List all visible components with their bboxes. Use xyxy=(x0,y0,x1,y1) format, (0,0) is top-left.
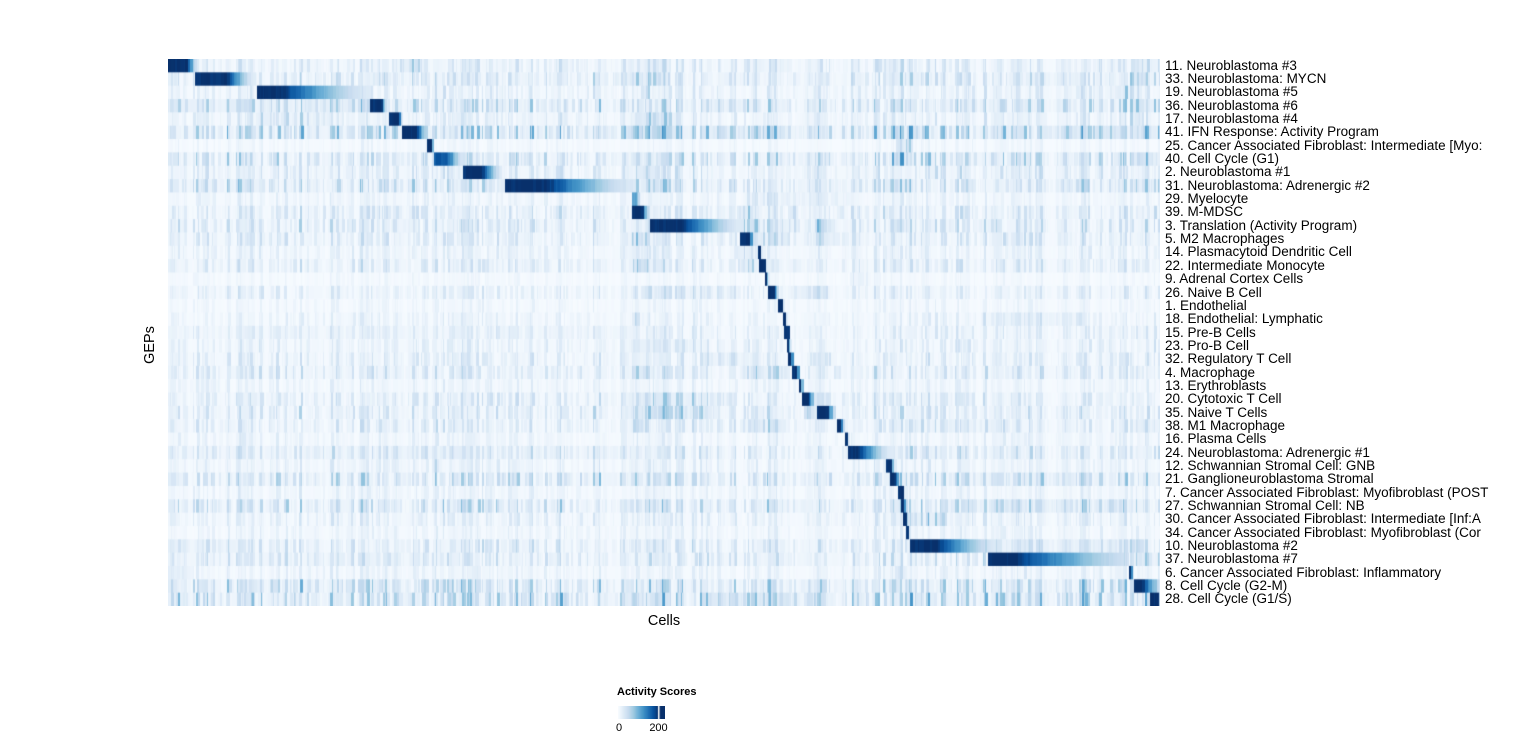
gep-row-label: 31. Neuroblastoma: Adrenergic #2 xyxy=(1165,177,1370,193)
gep-row-label: 21. Ganglioneuroblastoma Stromal xyxy=(1165,471,1374,487)
gep-row-label: 36. Neuroblastoma #6 xyxy=(1165,97,1298,113)
gep-row-label: 33. Neuroblastoma: MYCN xyxy=(1165,71,1327,87)
gep-row-label: 9. Adrenal Cortex Cells xyxy=(1165,271,1304,287)
gep-row-label: 12. Schwannian Stromal Cell: GNB xyxy=(1165,457,1376,473)
gep-row-label: 39. M-MDSC xyxy=(1165,204,1244,220)
colorbar-title: Activity Scores xyxy=(617,686,697,698)
gep-row-label: 26. Naive B Cell xyxy=(1165,284,1262,300)
gep-row-label: 13. Erythroblasts xyxy=(1165,377,1267,393)
gep-row-label: 8. Cell Cycle (G2-M) xyxy=(1165,578,1288,594)
colorbar-tick-min: 0 xyxy=(615,722,623,734)
gep-row-label: 22. Intermediate Monocyte xyxy=(1165,257,1325,273)
gep-row-label: 18. Endothelial: Lymphatic xyxy=(1165,311,1323,327)
x-axis-title: Cells xyxy=(647,613,681,629)
colorbar-tick-max: 200 xyxy=(649,722,668,734)
gep-row-label: 1. Endothelial xyxy=(1165,297,1247,313)
gep-row-label: 24. Neuroblastoma: Adrenergic #1 xyxy=(1165,444,1370,460)
gep-row-label: 20. Cytotoxic T Cell xyxy=(1165,391,1282,407)
gep-row-label: 37. Neuroblastoma #7 xyxy=(1165,551,1298,567)
gep-row-label: 7. Cancer Associated Fibroblast: Myofibr… xyxy=(1165,484,1489,500)
gep-row-label: 30. Cancer Associated Fibroblast: Interm… xyxy=(1165,511,1481,527)
gep-row-label: 3. Translation (Activity Program) xyxy=(1165,217,1358,233)
gep-row-label: 6. Cancer Associated Fibroblast: Inflamm… xyxy=(1165,564,1442,580)
gep-row-label: 5. M2 Macrophages xyxy=(1165,231,1285,247)
gep-row-label: 14. Plasmacytoid Dendritic Cell xyxy=(1165,244,1352,260)
y-axis-title: GEPs xyxy=(142,326,158,364)
gep-row-label: 25. Cancer Associated Fibroblast: Interm… xyxy=(1165,137,1483,153)
gep-row-label: 23. Pro-B Cell xyxy=(1165,337,1250,353)
gep-row-label: 35. Naive T Cells xyxy=(1165,404,1268,420)
gep-row-label: 2. Neuroblastoma #1 xyxy=(1165,164,1291,180)
gep-row-label: 40. Cell Cycle (G1) xyxy=(1165,151,1280,167)
gep-row-label: 38. M1 Macrophage xyxy=(1165,417,1286,433)
gep-row-label: 29. Myelocyte xyxy=(1165,191,1249,207)
gep-row-label: 32. Regulatory T Cell xyxy=(1165,351,1292,367)
gep-row-label: 34. Cancer Associated Fibroblast: Myofib… xyxy=(1165,524,1481,540)
gep-row-label: 16. Plasma Cells xyxy=(1165,431,1267,447)
heatmap-canvas xyxy=(168,59,1160,606)
gep-row-label: 10. Neuroblastoma #2 xyxy=(1165,537,1298,553)
gep-row-label: 15. Pre-B Cells xyxy=(1165,324,1256,340)
gep-row-label: 27. Schwannian Stromal Cell: NB xyxy=(1165,497,1365,513)
gep-row-label: 17. Neuroblastoma #4 xyxy=(1165,111,1298,127)
gep-row-label: 41. IFN Response: Activity Program xyxy=(1165,124,1379,140)
gep-row-label: 28. Cell Cycle (G1/S) xyxy=(1165,591,1292,607)
gep-row-label: 19. Neuroblastoma #5 xyxy=(1165,84,1298,100)
gep-row-label: 4. Macrophage xyxy=(1165,364,1256,380)
gep-row-label: 11. Neuroblastoma #3 xyxy=(1165,57,1297,73)
colorbar-gradient xyxy=(618,706,665,719)
